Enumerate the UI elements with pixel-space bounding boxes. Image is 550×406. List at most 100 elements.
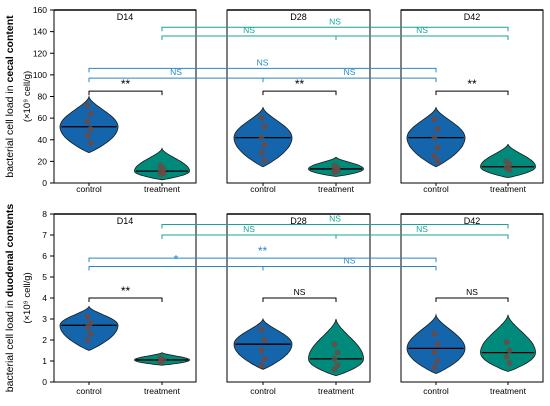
comparison-bracket — [88, 90, 163, 96]
y-axis-unit: (×10⁹ cell/g) — [22, 272, 33, 323]
y-tick-label: 140 — [33, 27, 47, 37]
data-point — [87, 139, 94, 146]
data-point — [258, 362, 265, 369]
y-axis-unit: (×10⁹ cell/g) — [22, 71, 33, 122]
data-point — [331, 169, 338, 176]
data-point — [431, 134, 438, 141]
data-point — [157, 359, 164, 366]
data-point — [506, 167, 513, 174]
data-point — [84, 313, 91, 320]
data-point — [506, 360, 513, 367]
y-tick-label: 7 — [42, 230, 47, 240]
data-point — [261, 355, 268, 362]
comparison-bracket — [88, 67, 437, 73]
y-tick-label: 100 — [33, 70, 47, 80]
y-tick-label: 160 — [33, 5, 47, 15]
significance-label: ** — [467, 77, 477, 91]
y-tick-label: 2 — [42, 335, 47, 345]
significance-label: NS — [294, 287, 306, 297]
data-point — [431, 152, 438, 159]
data-point — [434, 125, 441, 132]
comparison-bracket — [161, 35, 337, 40]
comparison-bracket — [435, 297, 509, 302]
comparison-bracket — [161, 234, 337, 239]
significance-label: ** — [258, 244, 268, 258]
duodenal-chart: bacterial cell load in duodenal contents… — [4, 204, 544, 396]
y-tick-label: 6 — [42, 251, 47, 261]
x-tick-label: treatment — [318, 386, 355, 396]
panel-label: D14 — [117, 12, 134, 22]
x-tick-label: control — [423, 184, 449, 194]
data-point — [431, 116, 438, 123]
comparison-bracket — [161, 224, 509, 229]
data-point — [334, 362, 341, 369]
significance-label: NS — [243, 224, 255, 234]
significance-label: NS — [466, 287, 478, 297]
comparison-bracket — [161, 26, 509, 32]
data-point — [434, 144, 441, 151]
data-point — [258, 326, 265, 333]
data-point — [331, 366, 338, 373]
x-tick-label: control — [250, 184, 276, 194]
y-tick-label: 1 — [42, 356, 47, 366]
y-tick-label: 80 — [38, 92, 48, 102]
data-point — [261, 157, 268, 164]
x-tick-label: control — [76, 386, 102, 396]
data-point — [87, 330, 94, 337]
y-tick-label: 8 — [42, 209, 47, 219]
data-point — [157, 171, 164, 178]
data-point — [431, 330, 438, 337]
panel-label: D28 — [290, 12, 307, 22]
y-tick-label: 3 — [42, 314, 47, 324]
comparison-bracket — [88, 257, 437, 263]
data-point — [87, 110, 94, 117]
data-point — [261, 337, 268, 343]
data-point — [431, 349, 438, 356]
comparison-bracket — [262, 297, 337, 302]
significance-label: NS — [329, 16, 341, 26]
data-point — [331, 355, 338, 362]
data-point — [84, 324, 91, 331]
panel-label: D14 — [117, 216, 134, 226]
significance-label: ** — [121, 77, 131, 91]
significance-label: NS — [416, 25, 428, 35]
violin-control — [59, 95, 119, 154]
panel-label: D42 — [464, 216, 481, 226]
y-tick-label: 120 — [33, 48, 47, 58]
x-tick-label: treatment — [318, 184, 355, 194]
panel-label: D28 — [290, 216, 307, 226]
data-point — [434, 341, 441, 348]
panel-label: D42 — [464, 12, 481, 22]
y-tick-label: 0 — [42, 377, 47, 387]
data-point — [331, 341, 338, 348]
data-point — [87, 125, 94, 132]
data-point — [334, 349, 341, 356]
data-point — [503, 339, 510, 346]
significance-label: NS — [243, 25, 255, 35]
comparison-bracket — [88, 77, 264, 83]
significance-label: NS — [416, 224, 428, 234]
x-tick-label: treatment — [144, 386, 181, 396]
comparison-bracket — [262, 77, 437, 83]
significance-label: NS — [170, 67, 182, 77]
data-point — [84, 102, 91, 109]
significance-label: NS — [344, 67, 356, 77]
data-point — [261, 123, 268, 130]
data-point — [258, 115, 265, 122]
comparison-bracket — [435, 90, 509, 96]
significance-label: NS — [329, 214, 341, 224]
y-tick-label: 4 — [42, 293, 47, 303]
comparison-bracket — [335, 35, 509, 40]
significance-label: ** — [295, 77, 305, 91]
data-point — [506, 347, 513, 354]
y-tick-label: 60 — [38, 113, 48, 123]
y-axis-label: bacterial cell load in duodenal contents — [4, 204, 16, 393]
y-tick-label: 20 — [38, 156, 48, 166]
comparison-bracket — [88, 266, 264, 271]
comparison-bracket — [262, 90, 337, 96]
significance-label: * — [174, 253, 179, 267]
y-tick-label: 5 — [42, 272, 47, 282]
significance-label: NS — [257, 57, 269, 67]
significance-label: ** — [121, 284, 131, 298]
